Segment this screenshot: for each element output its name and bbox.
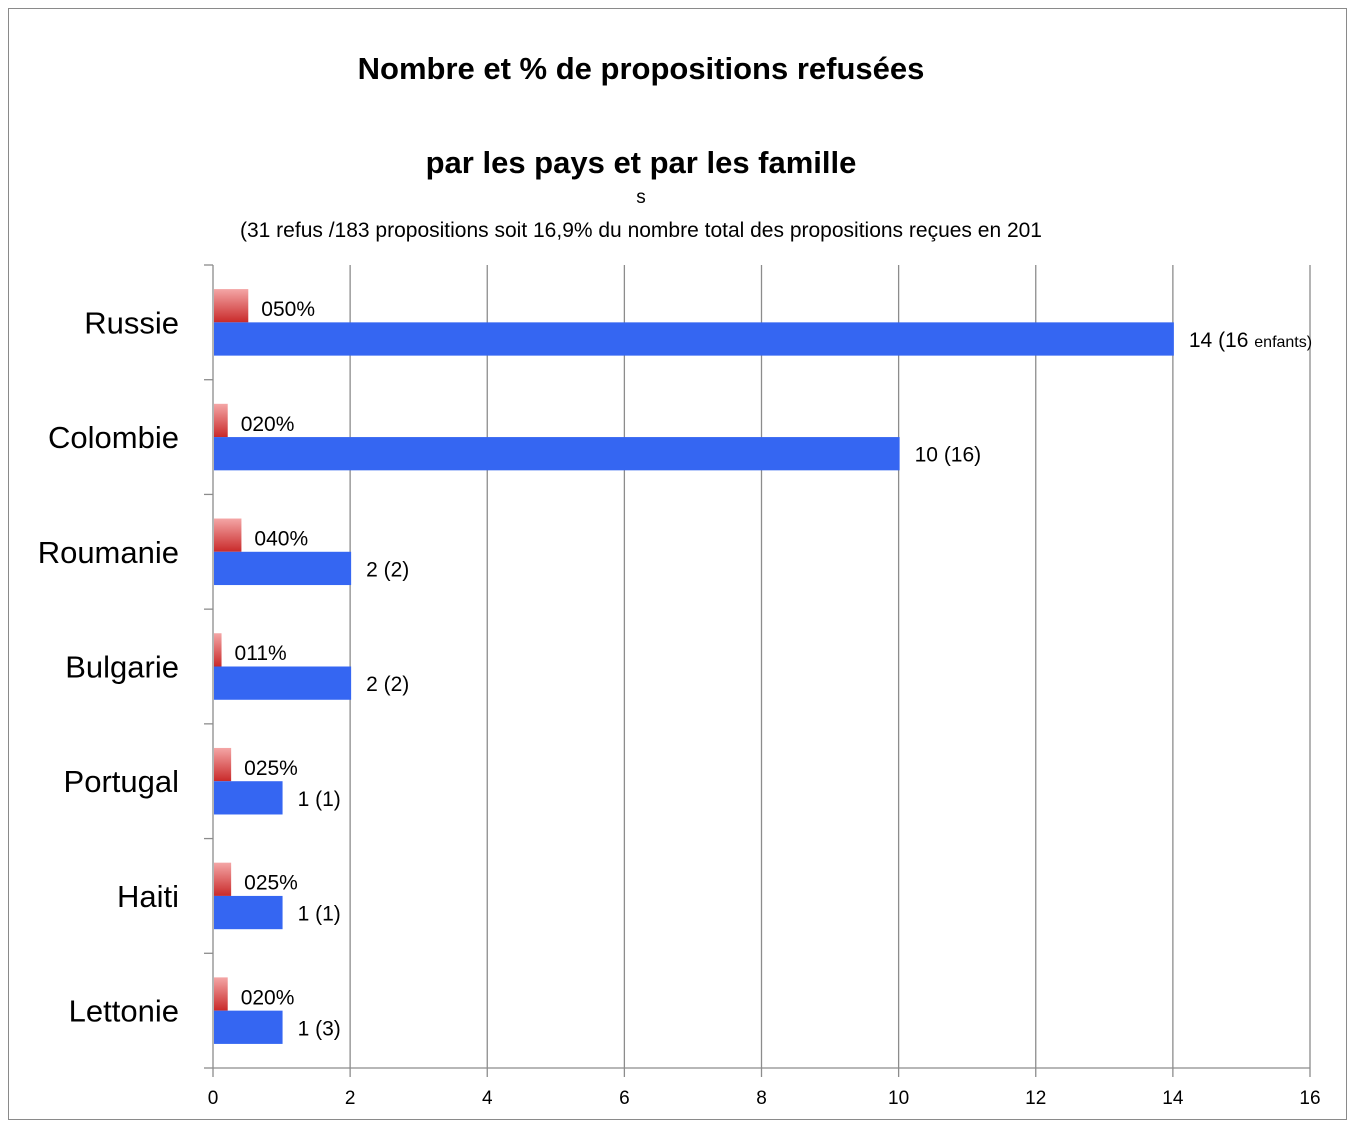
- x-tick-label: 6: [619, 1088, 630, 1109]
- chart-subtitle: (31 refus /183 propositions soit 16,9% d…: [240, 219, 1042, 242]
- bar-count: [214, 437, 900, 471]
- data-label-count: 14 (16 enfants): [1189, 329, 1312, 352]
- x-tick-label: 16: [1299, 1088, 1320, 1109]
- bar-count: [214, 666, 352, 700]
- bar-percentage: [214, 518, 242, 552]
- data-label-count: 1 (1): [298, 903, 341, 926]
- data-label-percentage: 025%: [244, 757, 298, 780]
- data-label-percentage: 040%: [254, 528, 308, 551]
- bar-percentage: [214, 862, 232, 896]
- data-label-percentage: 025%: [244, 872, 298, 895]
- category-label: Colombie: [48, 420, 179, 455]
- data-label-count: 2 (2): [366, 558, 409, 581]
- chart-title-line2: par les pays et par les famille: [425, 145, 857, 180]
- chart-title: Nombre et % de propositions refusées: [357, 51, 925, 86]
- x-tick-label: 8: [756, 1088, 767, 1109]
- bar-percentage: [214, 403, 228, 438]
- data-label-percentage: 011%: [235, 642, 287, 665]
- bar-percentage: [214, 289, 249, 323]
- x-tick-label: 12: [1025, 1088, 1046, 1109]
- data-label-count: 2 (2): [366, 673, 409, 696]
- x-tick-label: 14: [1162, 1088, 1184, 1109]
- data-label-percentage: 020%: [241, 413, 295, 436]
- data-label-count: 10 (16): [915, 444, 982, 467]
- bar-percentage: [214, 633, 222, 667]
- data-label-count: 1 (1): [298, 788, 341, 811]
- x-tick-label: 4: [482, 1088, 493, 1109]
- category-label: Haiti: [117, 879, 179, 914]
- bar-count: [214, 895, 283, 930]
- category-label: Portugal: [64, 764, 179, 799]
- bar-percentage: [214, 747, 232, 782]
- bar-count: [214, 1010, 283, 1044]
- bar-percentage: [214, 977, 228, 1011]
- x-tick-label: 2: [345, 1088, 356, 1109]
- bar-count: [214, 322, 1174, 356]
- category-label: Roumanie: [38, 535, 179, 570]
- data-label-count-suffix: enfants): [1254, 334, 1312, 351]
- data-label-percentage: 020%: [241, 986, 295, 1009]
- chart-title-line3: s: [636, 187, 646, 208]
- data-label-percentage: 050%: [261, 298, 315, 321]
- data-label-count: 1 (3): [298, 1017, 341, 1040]
- category-label: Bulgarie: [65, 650, 179, 685]
- bar-count: [214, 781, 283, 815]
- x-tick-label: 10: [888, 1088, 909, 1109]
- category-label: Lettonie: [69, 994, 179, 1029]
- bar-count: [214, 551, 352, 586]
- category-label: Russie: [84, 305, 179, 340]
- x-tick-label: 0: [208, 1088, 219, 1109]
